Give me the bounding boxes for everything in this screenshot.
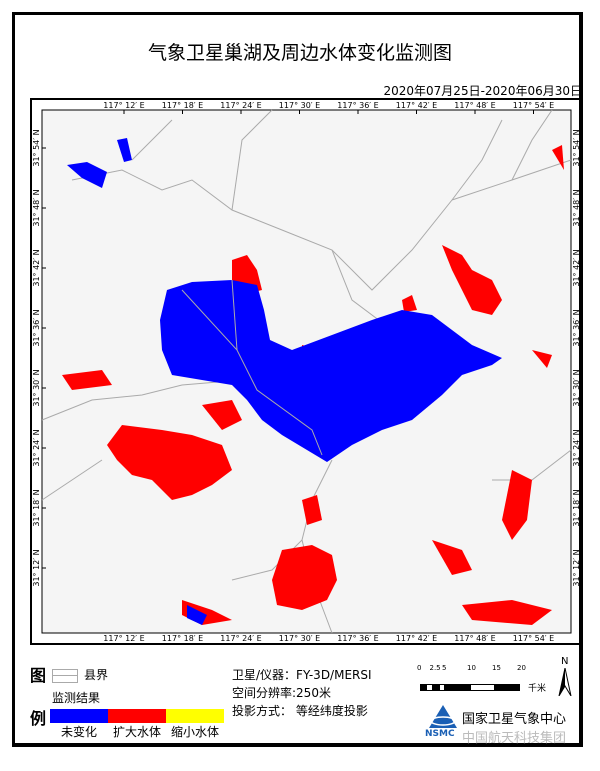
swatch-expanded: [108, 709, 166, 723]
swatch-shrunk: [166, 709, 224, 723]
lat-label-right: 31° 12′ N: [572, 549, 581, 586]
lat-label-left: 31° 24′ N: [32, 429, 41, 466]
class-unchanged: [67, 138, 502, 625]
map-title: 气象卫星巢湖及周边水体变化监测图: [147, 42, 452, 64]
lon-label-bottom: 117° 12′ E: [103, 634, 144, 643]
resolution-info: 空间分辨率:250米: [232, 686, 331, 700]
lat-label-left: 31° 48′ N: [32, 189, 41, 226]
lon-label-top: 117° 24′ E: [220, 101, 261, 110]
lon-label-bottom: 117° 42′ E: [396, 634, 437, 643]
lon-label-bottom: 117° 54′ E: [513, 634, 554, 643]
north-arrow-icon: [558, 668, 572, 696]
label-expanded: 扩大水体: [112, 725, 161, 739]
lat-label-right: 31° 18′ N: [572, 489, 581, 526]
nsmc-logo: [429, 705, 457, 728]
map-area: 117° 12′ E 117° 12′ E 117° 18′ E 117° 18′ E…: [30, 98, 583, 645]
scale-tick-label: 5: [442, 664, 447, 672]
lon-label-bottom: 117° 30′ E: [279, 634, 320, 643]
scale-segment: [420, 684, 427, 691]
map-svg: 117° 12′ E 117° 12′ E 117° 18′ E 117° 18′ E…: [32, 101, 581, 643]
label-shrunk: 缩小水体: [170, 725, 219, 739]
scale-segment: [495, 684, 520, 691]
lon-label-top: 117° 36′ E: [337, 101, 378, 110]
satellite-info: 卫星/仪器：FY-3D/MERSI: [232, 668, 372, 682]
lon-label-bottom: 117° 18′ E: [162, 634, 203, 643]
lake-boundaries: [181, 279, 323, 456]
lat-label-right: 31° 42′ N: [572, 249, 581, 286]
swatch-unchanged: [50, 709, 108, 723]
scale-unit: 千米: [528, 684, 547, 694]
projection-info: 投影方式： 等经纬度投影: [232, 704, 368, 718]
lat-label-right: 31° 36′ N: [572, 309, 581, 346]
lat-label-left: 31° 54′ N: [32, 129, 41, 166]
label-unchanged: 未变化: [60, 725, 97, 739]
org-name: 国家卫星气象中心: [462, 712, 567, 727]
scale-tick-label: 10: [467, 664, 476, 672]
lon-label-bottom: 117° 36′ E: [337, 634, 378, 643]
scale-bar: 0 2.5 5 10 15 20: [417, 664, 530, 694]
lon-label-top: 117° 18′ E: [162, 101, 203, 110]
legend-char-bottom: 例: [30, 709, 47, 728]
lat-label-left: 31° 42′ N: [32, 249, 41, 286]
watermark: 中国航天科技集团: [462, 731, 567, 746]
nsmc-abbr: NSMC: [425, 729, 455, 739]
lat-label-left: 31° 12′ N: [32, 549, 41, 586]
lat-label-left: 31° 18′ N: [32, 489, 41, 526]
date-range: 2020年07月25日-2020年06月30日: [383, 84, 583, 98]
scale-tick-label: 15: [492, 664, 501, 672]
scale-segment: [470, 684, 495, 691]
boundary-swatch: [52, 669, 78, 683]
scale-tick-label: 0: [417, 664, 422, 672]
scale-tick-label: 2.5: [429, 664, 441, 672]
lon-label-top: 117° 12′ E: [103, 101, 144, 110]
lon-label-top: 117° 54′ E: [513, 101, 554, 110]
scale-segment: [438, 684, 445, 691]
scale-tick-label: 20: [517, 664, 526, 672]
boundary-label: 县界: [84, 668, 109, 682]
lon-label-top: 117° 48′ E: [454, 101, 495, 110]
north-label: N: [561, 656, 569, 667]
lat-label-left: 31° 36′ N: [32, 309, 41, 346]
lat-label-left: 31° 30′ N: [32, 369, 41, 406]
scale-segment: [445, 684, 470, 691]
legend-char-top: 图: [30, 666, 47, 685]
result-heading: 监测结果: [52, 691, 101, 705]
map-canvas: [41, 109, 572, 634]
lat-label-right: 31° 54′ N: [572, 129, 581, 166]
lat-label-right: 31° 30′ N: [572, 369, 581, 406]
scale-segment: [432, 684, 439, 691]
scale-segment: [426, 684, 433, 691]
lon-label-bottom: 117° 24′ E: [220, 634, 261, 643]
lat-label-right: 31° 48′ N: [572, 189, 581, 226]
lon-label-top: 117° 30′ E: [279, 101, 320, 110]
lat-label-right: 31° 24′ N: [572, 429, 581, 466]
lon-label-top: 117° 42′ E: [396, 101, 437, 110]
lon-label-bottom: 117° 48′ E: [454, 634, 495, 643]
